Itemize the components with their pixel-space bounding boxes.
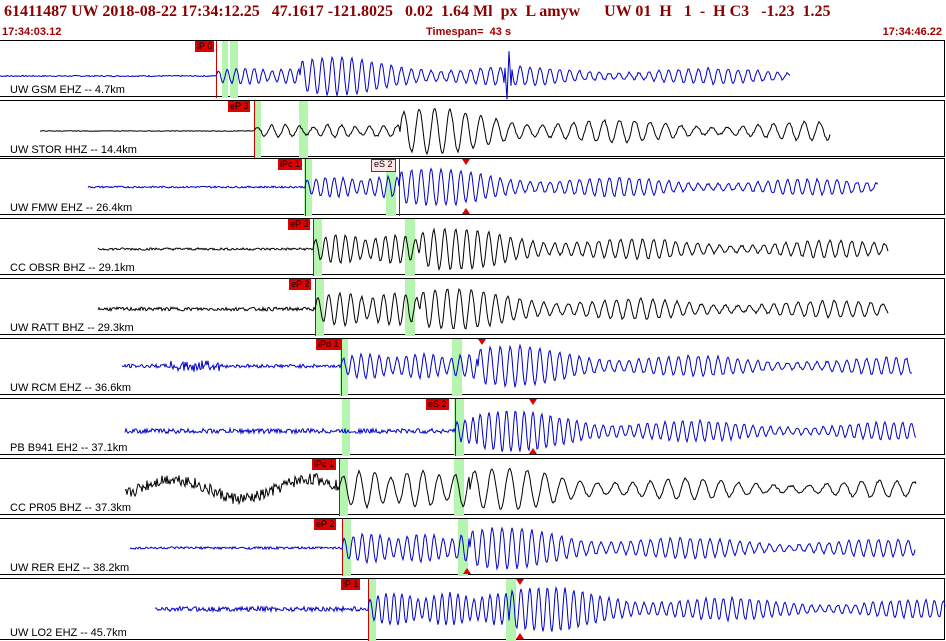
waveform-trace (121, 343, 913, 388)
waveform-path (155, 586, 946, 632)
station-label: UW LO2 EHZ -- 45.7km (10, 627, 127, 639)
header: 61411487 UW 2018-08-22 17:34:12.25 47.16… (0, 0, 946, 40)
seismogram-panel[interactable]: iPd 1 UW RCM EHZ -- 36.6km (0, 338, 945, 396)
seismogram-panel[interactable]: iP 0 UW GSM EHZ -- 4.7km (0, 40, 945, 100)
waveform-path (124, 467, 917, 510)
waveform-trace (155, 586, 946, 632)
seismogram-panel[interactable]: eS 2 PB B941 EH2 -- 37.1km (0, 398, 945, 456)
waveform-path (97, 288, 889, 330)
waveform-trace (87, 167, 879, 207)
station-label: CC OBSR BHZ -- 29.1km (10, 262, 135, 274)
waveform-trace (0, 51, 791, 100)
event-title: 61411487 UW 2018-08-22 17:34:12.25 47.16… (4, 3, 831, 20)
polarity-marker-up (463, 568, 471, 574)
timespan-label: Timespan= 43 s (426, 26, 512, 38)
station-label: UW RER EHZ -- 38.2km (10, 562, 130, 574)
station-label: UW RCM EHZ -- 36.6km (10, 382, 131, 394)
waveform-trace (124, 409, 917, 452)
waveform-trace (97, 227, 889, 272)
waveform-path (124, 409, 917, 452)
polarity-marker-down (478, 339, 486, 345)
pick-marker[interactable]: iPc 1 (312, 459, 337, 470)
pick-marker[interactable]: eP 2 (314, 519, 337, 530)
pick-marker[interactable]: iP 1 (341, 579, 361, 590)
polarity-marker-up (462, 208, 470, 214)
station-label: UW RATT BHZ -- 29.3km (10, 322, 134, 334)
pick-marker[interactable]: iPc 1 (278, 159, 303, 170)
seismogram-panel[interactable]: eP 2 UW RATT BHZ -- 29.3km (0, 278, 945, 336)
waveform-path (97, 227, 889, 272)
pick-marker[interactable]: iPd 1 (316, 339, 341, 350)
end-time: 17:34:46.22 (882, 26, 942, 38)
waveform-path (129, 526, 916, 571)
station-label: UW GSM EHZ -- 4.7km (10, 84, 125, 96)
polarity-marker-down (516, 579, 524, 585)
seismogram-panels: iP 0 UW GSM EHZ -- 4.7km eP 3 UW STOR HH… (0, 40, 946, 641)
seismogram-panel[interactable]: eP 3 UW STOR HHZ -- 14.4km (0, 100, 945, 158)
waveform-trace (97, 288, 889, 330)
polarity-marker-down (462, 159, 470, 165)
polarity-marker-up (529, 448, 537, 454)
waveform-path (39, 107, 831, 156)
waveform-path (87, 167, 879, 207)
pick-marker[interactable]: eP 3 (288, 219, 311, 230)
waveform-trace (129, 526, 916, 571)
station-label: UW STOR HHZ -- 14.4km (10, 144, 137, 156)
seismogram-panel[interactable]: iPc 1 eS 2 UW FMW EHZ -- 26.4km (0, 158, 945, 216)
seismogram-panel[interactable]: eP 3 CC OBSR BHZ -- 29.1km (0, 218, 945, 276)
polarity-marker-up (516, 633, 524, 639)
seismogram-panel[interactable]: eP 2 UW RER EHZ -- 38.2km (0, 518, 945, 576)
polarity-marker-down (529, 399, 537, 405)
pick-marker[interactable]: eS 2 (426, 399, 449, 410)
seismogram-panel[interactable]: iP 1 UW LO2 EHZ -- 45.7km (0, 578, 946, 641)
pick-marker[interactable]: eP 3 (228, 101, 251, 112)
pick-marker[interactable]: eS 2 (371, 159, 396, 172)
waveform-trace (124, 467, 917, 510)
pick-marker[interactable]: eP 2 (289, 279, 312, 290)
start-time: 17:34:03.12 (2, 26, 62, 38)
waveform-path (0, 51, 791, 100)
station-label: CC PR05 BHZ -- 37.3km (10, 502, 132, 514)
seismogram-panel[interactable]: iPc 1 CC PR05 BHZ -- 37.3km (0, 458, 945, 516)
pick-marker[interactable]: iP 0 (195, 41, 215, 52)
station-label: PB B941 EH2 -- 37.1km (10, 442, 128, 454)
station-label: UW FMW EHZ -- 26.4km (10, 202, 133, 214)
waveform-trace (39, 107, 831, 156)
waveform-path (121, 343, 913, 388)
